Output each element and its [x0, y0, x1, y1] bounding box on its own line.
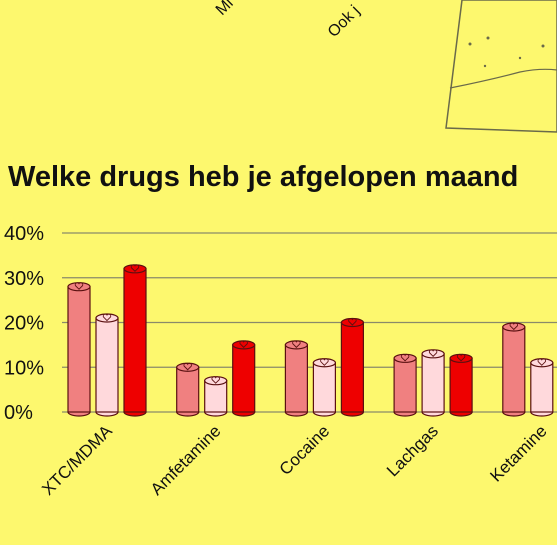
bar-cap: [95, 313, 119, 323]
bar-icon: [348, 318, 357, 326]
bar-icon: [74, 282, 84, 290]
bar-cap: [312, 358, 336, 368]
bar-cap: [502, 322, 526, 332]
bar: [421, 353, 445, 413]
bar: [284, 344, 308, 413]
bar-cap: [284, 340, 308, 350]
bar-icon: [102, 313, 112, 322]
bar-cap: [421, 349, 445, 359]
y-tick-label: 40%: [4, 223, 44, 245]
bar: [204, 380, 228, 413]
bar-icon: [400, 353, 410, 362]
sketch: [445, 0, 557, 133]
bar: [502, 326, 526, 413]
bar-icon: [130, 264, 140, 272]
bar-cap: [67, 282, 91, 292]
bar: [393, 357, 417, 413]
bar-icon: [456, 353, 466, 362]
bar-cap: [123, 264, 147, 274]
bar-icon: [537, 358, 547, 366]
y-tick-label: 20%: [4, 313, 44, 335]
bar: [176, 366, 200, 413]
bar-icon: [239, 340, 248, 349]
bar: [67, 286, 91, 413]
bar-cap: [204, 376, 228, 386]
chart-title: Welke drugs heb je afgelopen maand: [8, 161, 518, 193]
bar: [340, 321, 364, 413]
bar-icon: [211, 376, 220, 384]
bar-icon: [428, 349, 438, 357]
bar-icon: [292, 340, 301, 349]
bar: [312, 362, 336, 413]
y-tick-label: 0%: [4, 402, 33, 424]
bar-cap: [340, 317, 364, 328]
bar: [449, 357, 473, 413]
y-tick-label: 30%: [4, 268, 44, 290]
bar: [530, 362, 554, 413]
bar-cap: [176, 362, 200, 372]
bar-icon: [183, 362, 192, 371]
bar-cap: [530, 358, 554, 368]
y-tick-label: 10%: [4, 357, 44, 379]
bar: [123, 268, 147, 413]
bar: [232, 344, 256, 413]
bar-cap: [393, 353, 417, 363]
bar-icon: [320, 358, 329, 366]
bar: [95, 317, 119, 413]
bar-cap: [449, 353, 473, 363]
bar-cap: [232, 340, 256, 350]
bar-icon: [509, 322, 519, 331]
